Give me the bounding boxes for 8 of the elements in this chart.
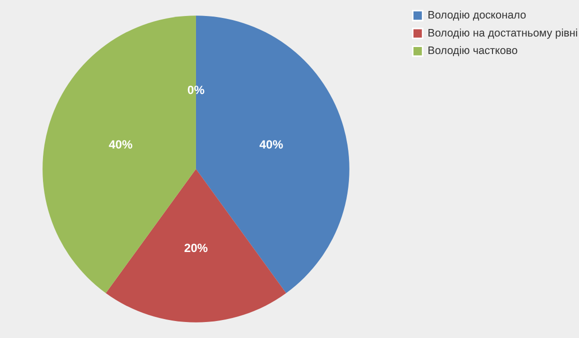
legend-label: Володію частково (428, 45, 518, 58)
data-label: 20% (184, 241, 208, 256)
text: 0% (187, 82, 205, 97)
legend-label: Володію на достатньому рівні (428, 27, 578, 40)
data-label: 40% (108, 137, 133, 152)
legend-label: Володію досконало (428, 10, 526, 22)
pie-slice (106, 169, 286, 322)
data-label: 40% (259, 137, 284, 152)
